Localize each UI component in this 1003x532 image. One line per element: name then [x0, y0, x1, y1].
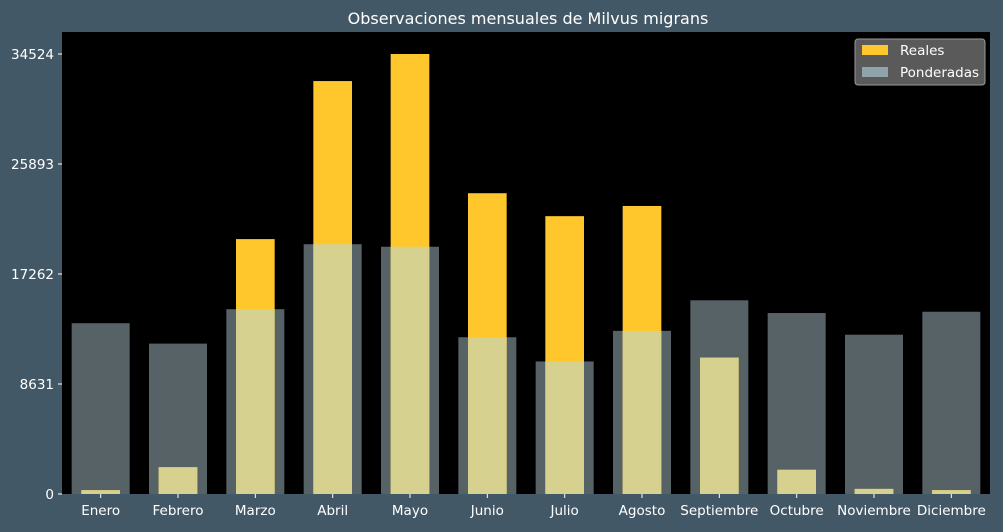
y-tick-label-34524: 34524: [11, 47, 54, 63]
bar-overlap-junio: [468, 337, 507, 494]
bar-overlap-diciembre: [932, 490, 971, 494]
x-tick-label-enero: Enero: [81, 503, 120, 519]
y-tick-label-0: 0: [45, 487, 54, 503]
y-tick-label-8631: 8631: [20, 377, 54, 393]
bar-overlap-abril: [313, 244, 352, 494]
bar-ponderadas-octubre: [767, 313, 826, 494]
bar-overlap-marzo: [236, 309, 275, 494]
x-tick-label-diciembre: Diciembre: [917, 503, 986, 519]
x-tick-label-abril: Abril: [317, 503, 348, 519]
axes: Enero Febrero Marzo Abril Mayo Junio Julio Agos…: [11, 47, 986, 519]
chart-title: Observaciones mensuales de Milvus migran…: [348, 9, 709, 28]
bar-overlap-enero: [81, 490, 120, 494]
bar-overlap-mayo: [390, 246, 430, 494]
x-tick-label-mayo: Mayo: [392, 503, 428, 519]
x-tick-label-septiembre: Septiembre: [680, 503, 758, 519]
x-tick-label-octubre: Octubre: [770, 503, 824, 519]
x-tick-label-marzo: Marzo: [235, 503, 276, 519]
x-tick-label-julio: Julio: [550, 503, 579, 519]
legend-swatch-ponderadas: [862, 67, 888, 77]
legend-swatch-reales: [862, 45, 888, 55]
bar-overlap-julio: [545, 361, 584, 494]
x-tick-label-febrero: Febrero: [153, 503, 204, 519]
x-tick-label-noviembre: Noviembre: [837, 503, 911, 519]
x-tick-label-agosto: Agosto: [619, 503, 666, 519]
bar-ponderadas-diciembre: [922, 311, 981, 494]
plot-area: [62, 32, 990, 494]
bar-overlap-octubre: [777, 469, 816, 494]
bar-overlap-septiembre: [700, 357, 739, 494]
bar-ponderadas-noviembre: [845, 334, 903, 494]
legend-label-ponderadas: Ponderadas: [900, 65, 979, 81]
series-overlap: [81, 244, 971, 494]
y-tick-label-25893: 25893: [11, 157, 54, 173]
y-tick-label-17262: 17262: [11, 267, 54, 283]
bar-ponderadas-enero: [71, 323, 130, 494]
bar-overlap-agosto: [622, 330, 662, 494]
legend: Reales Ponderadas: [854, 38, 986, 86]
legend-label-reales: Reales: [900, 43, 944, 59]
bar-overlap-noviembre: [854, 488, 894, 494]
bar-overlap-febrero: [158, 467, 198, 494]
x-tick-label-junio: Junio: [470, 503, 504, 519]
